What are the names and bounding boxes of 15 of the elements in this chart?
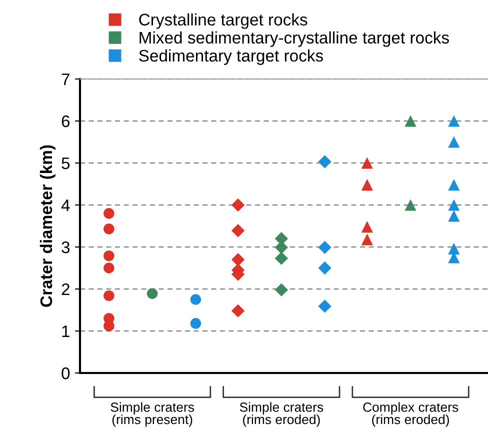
x-tick-label: Simple craters (rims present) bbox=[110, 402, 194, 427]
y-tick-label: 3 bbox=[62, 241, 70, 254]
y-tick-label: 6 bbox=[62, 115, 70, 128]
y-tick-label: 0 bbox=[62, 367, 70, 380]
y-tick-label: 7 bbox=[62, 74, 70, 86]
y-tick-label: 2 bbox=[62, 283, 70, 296]
y-tick-label: 5 bbox=[62, 158, 70, 170]
x-tick-label: Complex craters (rims eroded) bbox=[363, 402, 458, 427]
y-tick-label: 4 bbox=[61, 200, 70, 212]
legend-label: Sedimentary target rocks bbox=[139, 49, 323, 65]
y-tick-label: 1 bbox=[62, 326, 70, 338]
x-tick-label: Simple craters (rims eroded) bbox=[240, 402, 324, 427]
legend-label: Crystalline target rocks bbox=[139, 13, 308, 29]
legend-label: Mixed sedimentary-crystalline target rocks bbox=[140, 31, 449, 47]
y-axis-title: Crater diameter (km) bbox=[40, 145, 56, 307]
